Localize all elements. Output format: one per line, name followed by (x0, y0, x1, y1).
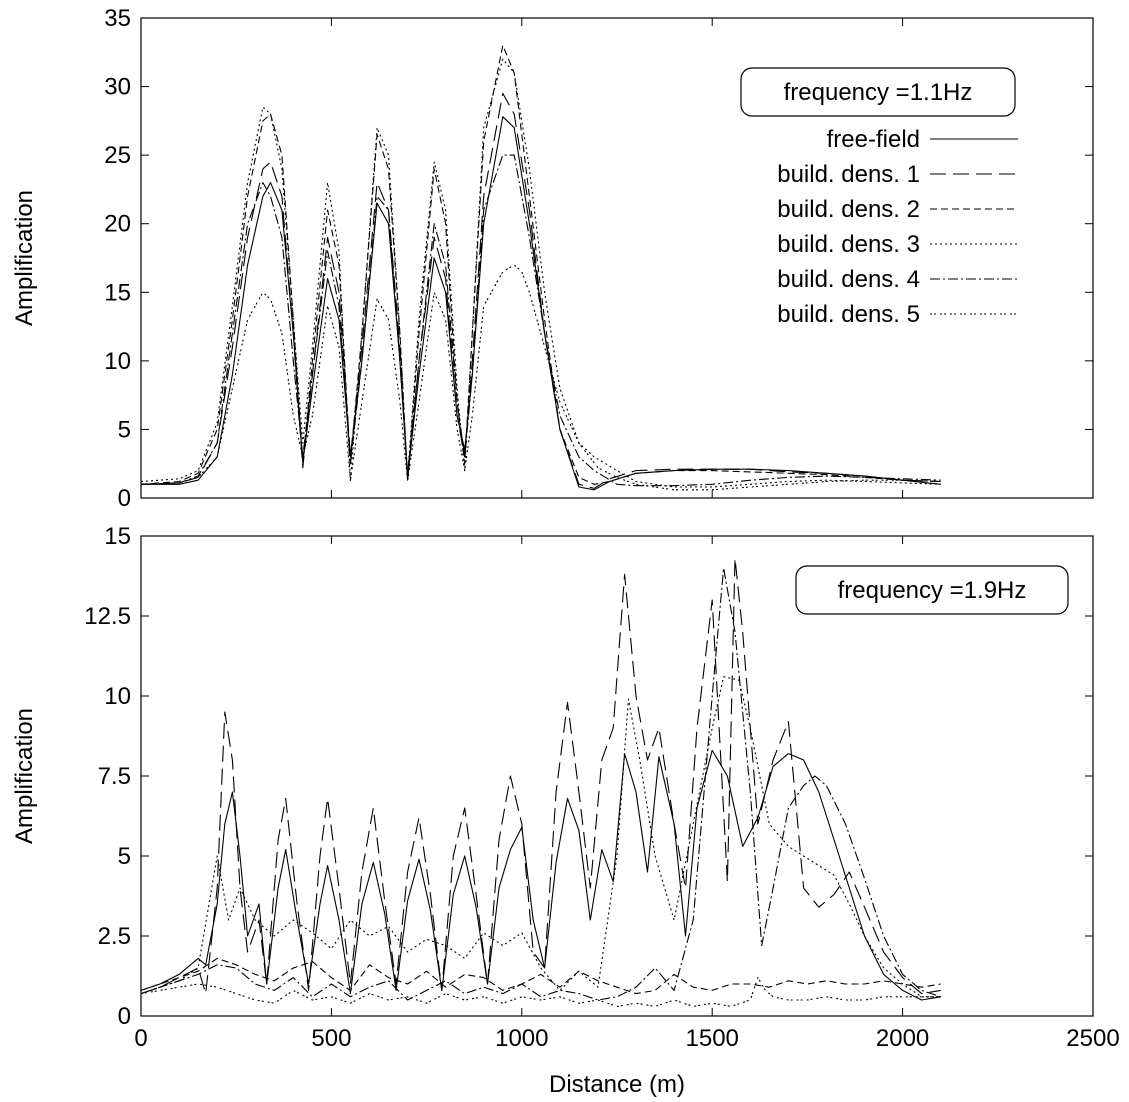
y-tick-label: 35 (104, 5, 131, 32)
top-annotation-box (740, 67, 1016, 117)
y-tick-label: 15 (104, 279, 131, 306)
x-tick-label: 1500 (686, 1025, 739, 1052)
y-tick-label: 10 (104, 348, 131, 375)
legend-label-build-dens-1: build. dens. 1 (777, 161, 920, 188)
bottom-series-group (140, 557, 941, 1007)
y-tick-label: 0 (118, 1003, 131, 1030)
x-tick-label: 2000 (876, 1025, 929, 1052)
top-frequency-annotation: frequency =1.1Hz (784, 79, 973, 106)
y-tick-label: 12.5 (84, 603, 131, 630)
top-panel: 0 5 10 15 20 25 30 35 Amplification frequency =… (11, 5, 1094, 512)
series-line-build-dens-1 (140, 92, 941, 489)
series-line-build-dens-4 (140, 154, 941, 487)
legend-label-free-field: free-field (827, 126, 920, 153)
bottom-y-ticks: 0 2.5 5 7.5 10 12.5 15 (84, 523, 1093, 1030)
series-line-build-dens-2 (140, 957, 941, 995)
bottom-y-axis-label: Amplification (11, 708, 38, 844)
x-tick-label: 2500 (1066, 1025, 1119, 1052)
y-tick-label: 2.5 (98, 923, 131, 950)
series-line-build-dens-3 (140, 676, 941, 998)
bottom-x-ticks: 0 500 1000 1500 2000 2500 (134, 536, 1120, 1052)
y-tick-label: 0 (118, 485, 131, 512)
legend-label-build-dens-4: build. dens. 4 (777, 266, 920, 293)
y-tick-label: 15 (104, 523, 131, 550)
y-tick-label: 5 (118, 416, 131, 443)
x-tick-label: 1000 (495, 1025, 548, 1052)
x-axis-label: Distance (m) (549, 1071, 685, 1098)
bottom-panel: 0 2.5 5 7.5 10 12.5 15 0 500 1000 1500 2000 2500 Am… (11, 523, 1120, 1098)
top-y-ticks: 0 5 10 15 20 25 30 35 (104, 5, 1093, 512)
legend: free-field build. dens. 1 build. dens. 2 bu… (777, 126, 1018, 328)
y-tick-label: 7.5 (98, 763, 131, 790)
legend-label-build-dens-3: build. dens. 3 (777, 231, 920, 258)
legend-label-build-dens-5: build. dens. 5 (777, 301, 920, 328)
y-tick-label: 5 (118, 843, 131, 870)
top-series-group (140, 44, 941, 491)
series-line-build-dens-2 (140, 44, 941, 485)
y-tick-label: 25 (104, 142, 131, 169)
series-line-build-dens-5 (140, 264, 941, 491)
bottom-annotation-box (795, 565, 1069, 615)
y-tick-label: 30 (104, 74, 131, 101)
series-line-build-dens-5 (140, 977, 941, 1007)
series-line-build-dens-4 (140, 567, 941, 1001)
bottom-frequency-annotation: frequency =1.9Hz (838, 577, 1027, 604)
y-tick-label: 20 (104, 211, 131, 238)
top-x-ticks (140, 18, 1094, 498)
top-plot-frame (140, 17, 1094, 499)
x-tick-label: 500 (311, 1025, 351, 1052)
legend-label-build-dens-2: build. dens. 2 (777, 196, 920, 223)
x-tick-label: 0 (134, 1025, 147, 1052)
top-y-axis-label: Amplification (11, 190, 38, 326)
series-line-build-dens-1 (140, 557, 941, 995)
series-line-build-dens-3 (140, 58, 941, 488)
y-tick-label: 10 (104, 683, 131, 710)
